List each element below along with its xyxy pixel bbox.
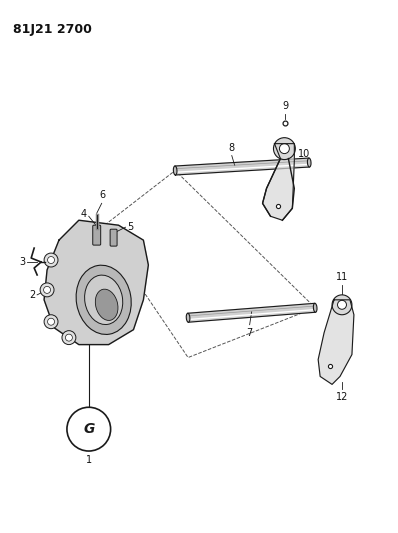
- Text: 6: 6: [100, 190, 106, 200]
- Circle shape: [279, 144, 289, 154]
- Ellipse shape: [85, 275, 123, 325]
- Circle shape: [48, 318, 55, 325]
- Text: G: G: [83, 422, 94, 436]
- FancyBboxPatch shape: [110, 229, 117, 246]
- Ellipse shape: [186, 313, 190, 322]
- Circle shape: [44, 315, 58, 329]
- Ellipse shape: [307, 158, 311, 167]
- Text: 1: 1: [86, 455, 92, 465]
- Text: 2: 2: [29, 290, 35, 300]
- Text: 12: 12: [336, 392, 348, 402]
- Circle shape: [273, 138, 295, 159]
- Circle shape: [40, 283, 54, 297]
- Text: 4: 4: [81, 209, 87, 219]
- Circle shape: [62, 330, 76, 345]
- Text: 9: 9: [282, 101, 289, 111]
- Text: 7: 7: [246, 328, 253, 338]
- Text: 10: 10: [298, 149, 310, 159]
- Text: 8: 8: [229, 143, 235, 152]
- Ellipse shape: [313, 303, 317, 312]
- Circle shape: [67, 407, 111, 451]
- Polygon shape: [175, 158, 310, 175]
- Polygon shape: [263, 144, 295, 220]
- Text: 3: 3: [19, 257, 25, 267]
- Ellipse shape: [174, 166, 177, 175]
- Text: 5: 5: [127, 222, 134, 232]
- Polygon shape: [188, 303, 316, 322]
- Ellipse shape: [76, 265, 131, 334]
- Circle shape: [332, 295, 352, 315]
- Circle shape: [44, 286, 51, 293]
- Circle shape: [44, 253, 58, 267]
- Polygon shape: [318, 300, 354, 384]
- Circle shape: [65, 334, 72, 341]
- Polygon shape: [44, 220, 148, 345]
- FancyBboxPatch shape: [93, 225, 101, 245]
- Circle shape: [48, 256, 55, 263]
- Text: 81J21 2700: 81J21 2700: [13, 23, 92, 36]
- Circle shape: [338, 300, 347, 309]
- Text: 11: 11: [336, 272, 348, 282]
- Ellipse shape: [96, 289, 118, 320]
